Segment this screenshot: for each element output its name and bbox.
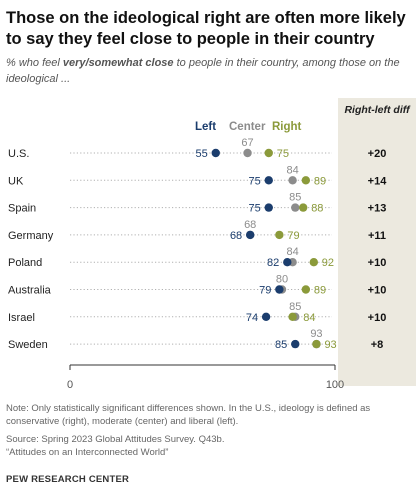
source-block: Source: Spring 2023 Global Attitudes Sur…	[6, 434, 414, 459]
center-point	[288, 176, 297, 185]
right-point	[301, 285, 311, 294]
left-value-label: 79	[259, 285, 271, 297]
left-point	[291, 339, 300, 349]
left-value-label: 55	[196, 148, 208, 160]
diff-value-poland: +10	[368, 257, 387, 269]
left-value-label: 75	[249, 175, 261, 187]
right-point	[312, 339, 321, 349]
center-value-label: 84	[286, 246, 298, 258]
right-value-label: 93	[324, 339, 336, 351]
right-point	[301, 176, 311, 185]
diff-value-israel: +10	[368, 312, 387, 324]
right-value-label: 84	[303, 312, 315, 324]
diff-value-u-s: +20	[368, 148, 387, 160]
diff-value-australia: +10	[368, 285, 387, 297]
diff-value-spain: +13	[368, 203, 387, 215]
left-point	[211, 148, 220, 158]
right-value-label: 89	[314, 175, 326, 187]
pew-logo-text: PEW RESEARCH CENTER	[6, 474, 130, 485]
country-label-israel: Israel	[8, 312, 35, 324]
center-value-label: 84	[286, 164, 298, 176]
report-line: “Attitudes on an Interconnected World”	[6, 446, 169, 458]
source-line: Source: Spring 2023 Global Attitudes Sur…	[6, 434, 225, 445]
right-value-label: 75	[277, 148, 289, 160]
footnote: Note: Only statistically significant dif…	[6, 403, 371, 427]
country-label-germany: Germany	[8, 230, 54, 242]
chart-subtitle: % who feel very/somewhat close to people…	[6, 55, 411, 87]
center-value-label: 68	[244, 219, 256, 231]
country-label-poland: Poland	[8, 257, 42, 269]
legend-left: Left	[195, 121, 217, 133]
right-point	[288, 312, 297, 321]
right-value-label: 92	[322, 257, 334, 269]
center-value-label: 67	[241, 137, 253, 149]
right-value-label: 79	[287, 230, 299, 242]
center-value-label: 93	[310, 328, 322, 340]
country-label-uk: UK	[8, 175, 24, 187]
subtitle-emphasis: very/somewhat close	[62, 57, 174, 69]
left-value-label: 75	[249, 203, 261, 215]
country-label-australia: Australia	[8, 285, 52, 297]
left-point	[246, 230, 255, 240]
subtitle-pre: % who feel	[6, 57, 63, 69]
right-point	[264, 148, 273, 158]
center-value-label: 80	[276, 274, 288, 286]
country-label-u-s: U.S.	[8, 148, 29, 160]
country-label-sweden: Sweden	[8, 339, 48, 351]
x-tick-label-100: 100	[326, 379, 344, 391]
left-value-label: 74	[246, 312, 258, 324]
right-point	[299, 203, 308, 212]
left-point	[261, 312, 271, 321]
diff-value-germany: +11	[368, 230, 386, 242]
chart-title: Those on the ideological right are often…	[6, 9, 406, 48]
diff-value-sweden: +8	[371, 339, 384, 351]
x-tick-label-0: 0	[67, 379, 73, 391]
left-value-label: 85	[275, 339, 287, 351]
legend-center: Center	[229, 121, 266, 133]
legend-right: Right	[272, 121, 302, 133]
diff-column-background	[338, 98, 416, 386]
right-point	[309, 258, 318, 267]
diff-value-uk: +14	[368, 175, 388, 187]
right-value-label: 88	[311, 203, 323, 215]
center-point	[243, 148, 252, 158]
left-value-label: 82	[267, 257, 279, 269]
country-label-spain: Spain	[8, 203, 36, 215]
right-value-label: 89	[314, 285, 326, 297]
subtitle-post: to people in their country, among those …	[6, 57, 400, 85]
center-point	[291, 203, 300, 212]
left-point	[283, 258, 292, 267]
center-value-label: 85	[289, 192, 301, 204]
left-point	[264, 203, 273, 212]
center-value-label: 85	[289, 301, 301, 313]
left-value-label: 68	[230, 230, 242, 242]
left-point	[264, 176, 273, 185]
left-point	[275, 285, 284, 294]
diff-column-header: Right-left diff	[344, 104, 410, 116]
right-point	[275, 230, 284, 240]
